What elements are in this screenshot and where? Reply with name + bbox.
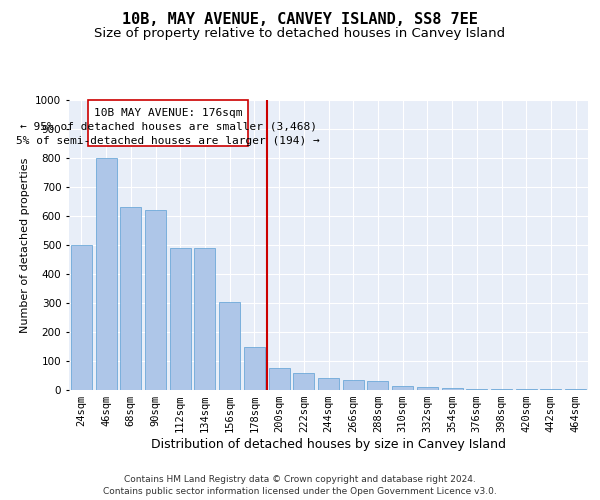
Text: Contains public sector information licensed under the Open Government Licence v3: Contains public sector information licen… xyxy=(103,487,497,496)
Text: 10B MAY AVENUE: 176sqm: 10B MAY AVENUE: 176sqm xyxy=(94,108,242,118)
Bar xyxy=(145,210,166,390)
Bar xyxy=(516,388,537,390)
Bar xyxy=(417,387,438,390)
FancyBboxPatch shape xyxy=(88,100,248,146)
Bar xyxy=(219,302,240,390)
Bar xyxy=(466,388,487,390)
Text: 5% of semi-detached houses are larger (194) →: 5% of semi-detached houses are larger (1… xyxy=(16,136,320,146)
Bar xyxy=(71,245,92,390)
X-axis label: Distribution of detached houses by size in Canvey Island: Distribution of detached houses by size … xyxy=(151,438,506,451)
Bar xyxy=(491,388,512,390)
Text: 10B, MAY AVENUE, CANVEY ISLAND, SS8 7EE: 10B, MAY AVENUE, CANVEY ISLAND, SS8 7EE xyxy=(122,12,478,28)
Y-axis label: Number of detached properties: Number of detached properties xyxy=(20,158,29,332)
Bar xyxy=(367,382,388,390)
Bar xyxy=(244,346,265,390)
Bar xyxy=(541,388,562,390)
Bar xyxy=(293,372,314,390)
Bar xyxy=(269,368,290,390)
Bar xyxy=(565,388,586,390)
Bar xyxy=(442,388,463,390)
Text: Contains HM Land Registry data © Crown copyright and database right 2024.: Contains HM Land Registry data © Crown c… xyxy=(124,475,476,484)
Bar xyxy=(392,386,413,390)
Bar xyxy=(343,380,364,390)
Bar xyxy=(170,248,191,390)
Bar xyxy=(120,208,141,390)
Bar xyxy=(318,378,339,390)
Bar xyxy=(95,158,116,390)
Text: ← 95% of detached houses are smaller (3,468): ← 95% of detached houses are smaller (3,… xyxy=(20,122,317,132)
Text: Size of property relative to detached houses in Canvey Island: Size of property relative to detached ho… xyxy=(94,28,506,40)
Bar xyxy=(194,248,215,390)
